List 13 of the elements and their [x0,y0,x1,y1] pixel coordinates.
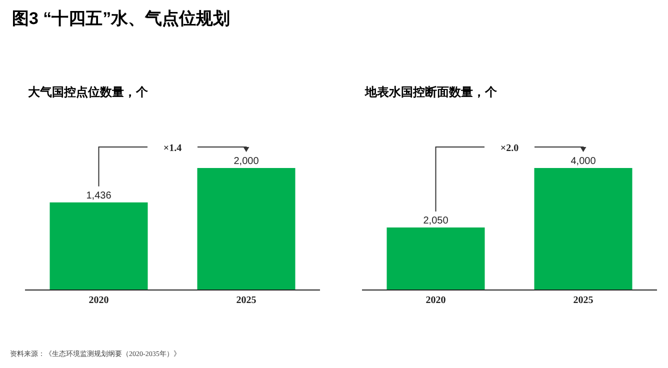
data-label: 4,000 [570,156,596,167]
data-label: 2,000 [234,156,260,167]
chart-subtitle: 地表水国控断面数量，个 [364,85,498,99]
chart-subtitle: 大气国控点位数量，个 [28,85,149,99]
text: ×2.0 [500,143,519,154]
x-tick-label: 2020 [88,295,109,306]
x-tick-label: 2025 [236,295,256,306]
x-tick-label: 2020 [426,295,446,306]
data-label: 1,436 [86,190,112,202]
text: ×1.4 [163,143,182,154]
data-label: 2,050 [423,215,449,226]
chart-title: 图3 “十四五”水、气点位规划 [12,9,230,28]
x-tick-label: 2025 [573,295,594,306]
